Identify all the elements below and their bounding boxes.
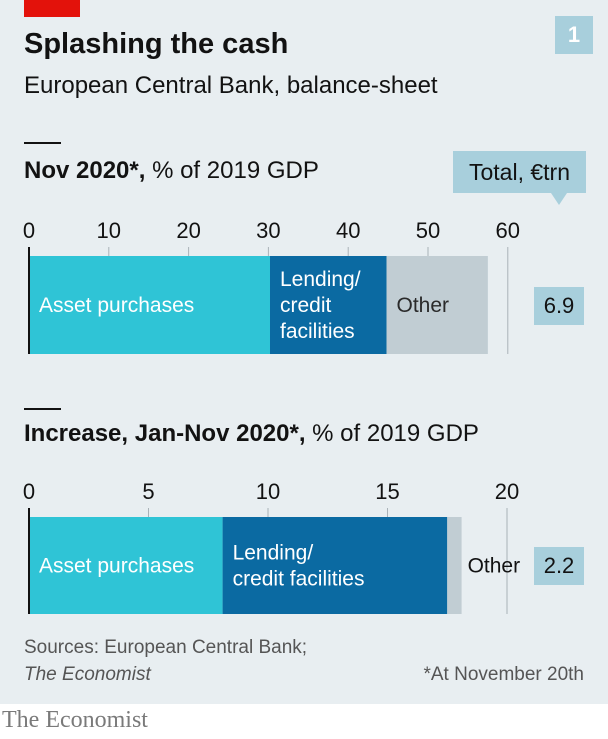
total-label-pointer [551,193,567,205]
panel1-series-label-0: Asset purchases [39,294,194,317]
series-label-line: Other [468,555,521,578]
panel1-series-label-1: Lending/credit facilities [280,268,361,343]
panel2-title: Increase, Jan-Nov 2020*, % of 2019 GDP [24,420,479,448]
panel1-bar-1 [269,256,387,354]
panel1-title-bold: Nov 2020*, [24,157,146,184]
footnote: *At November 20th [423,664,584,685]
panel2-tick-label: 5 [142,479,154,504]
panel1-tick-label: 20 [176,218,200,243]
panel1-title-rest: % of 2019 GDP [152,157,319,184]
sources-line1: Sources: European Central Bank; [24,637,308,658]
series-label-line: credit facilities [233,568,365,591]
series-label-line: facilities [280,320,355,343]
economist-brand: The Economist [2,707,148,733]
panel1-tick-label: 10 [97,218,121,243]
panel2-total-value: 2.2 [534,547,584,585]
panel1-total-value: 6.9 [534,287,584,325]
series-label-line: credit [280,294,332,317]
panel2-tick-label: 10 [256,479,280,504]
panel1-bar-0 [29,256,270,354]
panel2-bar-1 [222,517,448,614]
panel1-series-label-2: Other [397,294,450,317]
series-label-line: Other [397,294,450,317]
panel1-title: Nov 2020*, % of 2019 GDP [24,157,319,185]
panel1-rule [24,142,61,144]
panel2-tick-label: 20 [495,479,519,504]
chart-card: Splashing the cash European Central Bank… [0,0,608,704]
panel2-title-rest: % of 2019 GDP [312,420,479,447]
panel2-title-bold: Increase, Jan-Nov 2020*, [24,420,306,447]
chart-subtitle: European Central Bank, balance-sheet [24,72,438,99]
panel1-tick-label: 40 [336,218,360,243]
panel2-bar-0 [29,517,223,614]
series-label-line: Asset purchases [39,555,194,578]
panel2-bar-2 [447,517,462,614]
panel2-series-label-2: Other [468,555,521,578]
panel2-rule [24,408,61,410]
panel1-bar-2 [386,256,488,354]
panel1-tick-label: 60 [496,218,520,243]
panel2-tick-label: 0 [23,479,35,504]
series-label-line: Asset purchases [39,294,194,317]
sources: Sources: European Central Bank; The Econ… [24,634,307,688]
panel1-tick-label: 0 [23,218,35,243]
panel2-series-label-1: Lending/credit facilities [233,542,365,591]
panel1-tick-label: 30 [256,218,280,243]
chart-number-badge: 1 [555,16,593,54]
sources-line2: The Economist [24,664,151,685]
series-label-line: Lending/ [233,542,314,565]
total-label-box: Total, €trn [453,151,586,193]
panel2-tick-label: 15 [375,479,399,504]
brand-red-tab [24,0,80,17]
chart-title: Splashing the cash [24,28,289,60]
panel2-series-label-0: Asset purchases [39,555,194,578]
series-label-line: Lending/ [280,268,361,291]
panel1-tick-label: 50 [416,218,440,243]
